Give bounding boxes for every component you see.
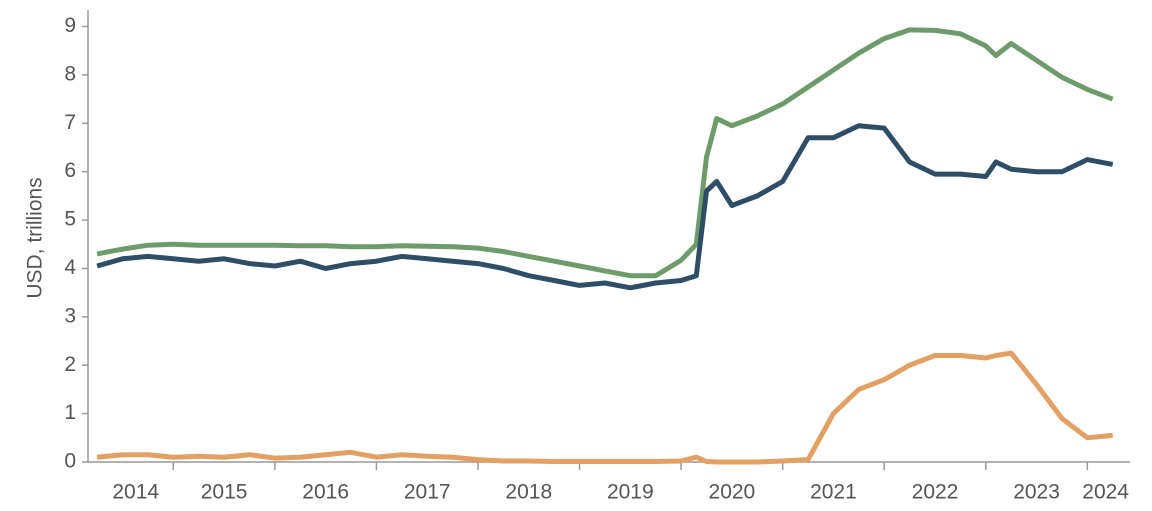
y-tick-label: 6 [64, 159, 76, 182]
x-tick-label: 2021 [810, 481, 857, 504]
y-tick-label: 7 [64, 111, 76, 134]
y-tick-label: 5 [64, 208, 76, 231]
y-tick-label: 2 [64, 353, 76, 376]
x-tick-label: 2020 [709, 481, 756, 504]
x-tick-label: 2019 [607, 481, 654, 504]
x-tick-label: 2023 [1013, 481, 1060, 504]
y-tick-label: 3 [64, 304, 76, 327]
x-tick-label: 2014 [112, 481, 159, 504]
x-tick-label: 2016 [302, 481, 349, 504]
x-tick-label: 2017 [404, 481, 451, 504]
series-line [96, 123, 1114, 291]
series-line [96, 350, 1113, 465]
y-axis-label: USD, trillions [24, 177, 47, 298]
y-tick-label: 1 [64, 401, 76, 424]
x-tick-label: 2018 [505, 481, 552, 504]
x-tick-label: 2015 [201, 481, 248, 504]
x-tick-label: 2024 [1082, 481, 1129, 504]
y-tick-label: 9 [64, 14, 76, 37]
y-tick-label: 0 [64, 450, 76, 473]
y-tick-label: 4 [64, 256, 76, 279]
series-line [96, 27, 1114, 279]
y-tick-label: 8 [64, 62, 76, 85]
x-tick-label: 2022 [912, 481, 959, 504]
